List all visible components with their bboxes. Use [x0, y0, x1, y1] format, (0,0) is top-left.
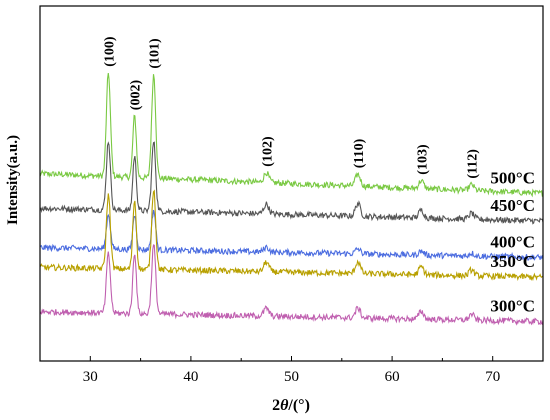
x-tick-label: 70: [485, 369, 500, 385]
x-axis-ticks: 30 40 50 60 70: [39, 356, 544, 385]
series-label: 350°C: [490, 252, 535, 271]
series-label: 500°C: [490, 168, 535, 187]
peak-label-group: (100) (002) (101) (102) (110) (103) (112): [102, 36, 480, 178]
series-line: [39, 209, 544, 261]
series-label: 400°C: [490, 233, 535, 252]
peak-label: (112): [466, 149, 481, 179]
peak-label: (103): [415, 144, 430, 175]
x-tick-label: 60: [385, 369, 400, 385]
peak-label: (102): [260, 136, 275, 167]
peak-label: (002): [129, 80, 144, 111]
x-tick-label: 50: [284, 369, 299, 385]
series-label: 300°C: [490, 297, 535, 316]
series-group: [39, 73, 544, 326]
x-tick-label: 40: [183, 369, 198, 385]
series-line: [39, 73, 544, 198]
peak-label: (101): [148, 38, 163, 69]
peak-label: (100): [102, 36, 117, 67]
x-tick-label: 30: [83, 369, 98, 385]
series-label: 450°C: [490, 196, 535, 215]
x-axis-title: 2θ/(°): [272, 397, 310, 414]
series-line: [39, 189, 544, 282]
y-axis-title: Intensity(a.u.): [5, 135, 21, 225]
peak-label: (110): [352, 138, 367, 168]
series-line: [39, 244, 544, 326]
series-line: [39, 141, 544, 225]
